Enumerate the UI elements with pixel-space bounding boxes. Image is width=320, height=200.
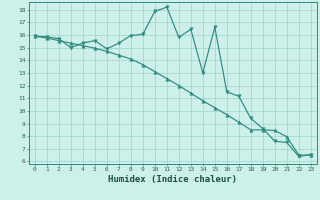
X-axis label: Humidex (Indice chaleur): Humidex (Indice chaleur) — [108, 175, 237, 184]
